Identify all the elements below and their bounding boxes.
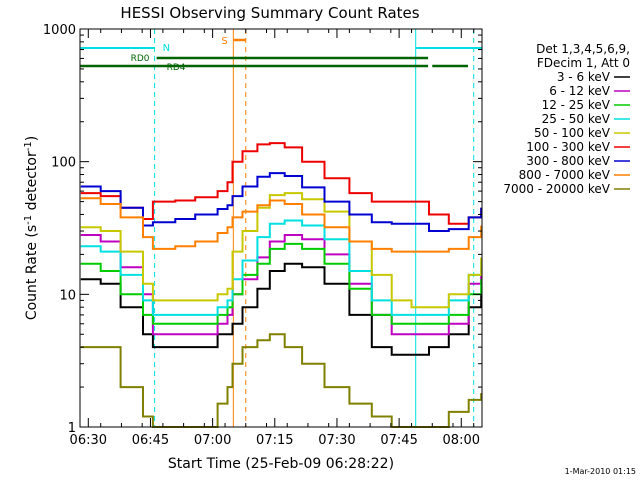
legend-label: 12 - 25 keV — [542, 98, 611, 112]
legend-header-line2: FDecim 1, Att 0 — [537, 56, 630, 70]
y-tick-label: 10 — [59, 288, 76, 303]
y-tick-label: 100 — [51, 156, 76, 171]
x-tick-label: 07:45 — [380, 433, 417, 448]
series-line — [80, 172, 483, 232]
y-tick-label: 1000 — [43, 23, 76, 38]
plot-area: N RD0 RD4 S — [79, 29, 483, 428]
y-axis-label-mid: detector — [24, 151, 40, 215]
series-line — [80, 262, 483, 356]
series-line — [80, 242, 483, 325]
x-tick-label: 06:30 — [70, 433, 107, 448]
legend-label: 7000 - 20000 keV — [503, 182, 610, 196]
legend-label: 50 - 100 keV — [534, 126, 611, 140]
y-tick-label: 1 — [68, 421, 76, 436]
legend-label: 100 - 300 keV — [526, 140, 610, 154]
x-tick-label: 07:00 — [194, 433, 231, 448]
x-tick-label: 08:00 — [443, 433, 480, 448]
legend-label: 300 - 800 keV — [526, 154, 610, 168]
y-axis-label-post: ) — [24, 136, 40, 141]
y-axis-label-pre: Count Rate (s — [24, 225, 40, 320]
plot-frame — [79, 28, 483, 428]
legend-label: 25 - 50 keV — [542, 112, 611, 126]
legend-label: 800 - 7000 keV — [519, 168, 611, 182]
rd4-label: RD4 — [167, 63, 186, 73]
x-tick-label: 07:15 — [256, 433, 293, 448]
saa-label: S — [221, 36, 227, 47]
y-axis: 1 10 100 1000 — [43, 23, 482, 436]
series-line — [80, 219, 483, 316]
chart-title: HESSI Observing Summary Count Rates — [120, 4, 419, 22]
series-line — [80, 197, 483, 253]
night-label: N — [163, 43, 170, 54]
y-axis-label: Count Rate (s-1 detector-1) — [23, 136, 40, 320]
legend-label: 3 - 6 keV — [557, 70, 611, 84]
y-axis-label-sup2: -1 — [23, 141, 34, 151]
x-tick-label: 07:30 — [318, 433, 355, 448]
legend-header-line1: Det 1,3,4,5,6,9, — [536, 42, 630, 56]
generation-timestamp: 1-Mar-2010 01:15 — [565, 467, 636, 476]
x-axis-label: Start Time (25-Feb-09 06:28:22) — [168, 456, 394, 472]
series-line — [80, 142, 483, 225]
rd0-label: RD0 — [131, 54, 150, 64]
x-tick-label: 06:45 — [132, 433, 169, 448]
legend-label: 6 - 12 keV — [549, 84, 611, 98]
legend: Det 1,3,4,5,6,9, FDecim 1, Att 0 3 - 6 k… — [503, 42, 630, 196]
x-axis: 06:30 06:45 07:00 07:15 07:30 07:45 08:00 — [70, 29, 480, 448]
y-axis-label-sup1: -1 — [23, 215, 34, 225]
